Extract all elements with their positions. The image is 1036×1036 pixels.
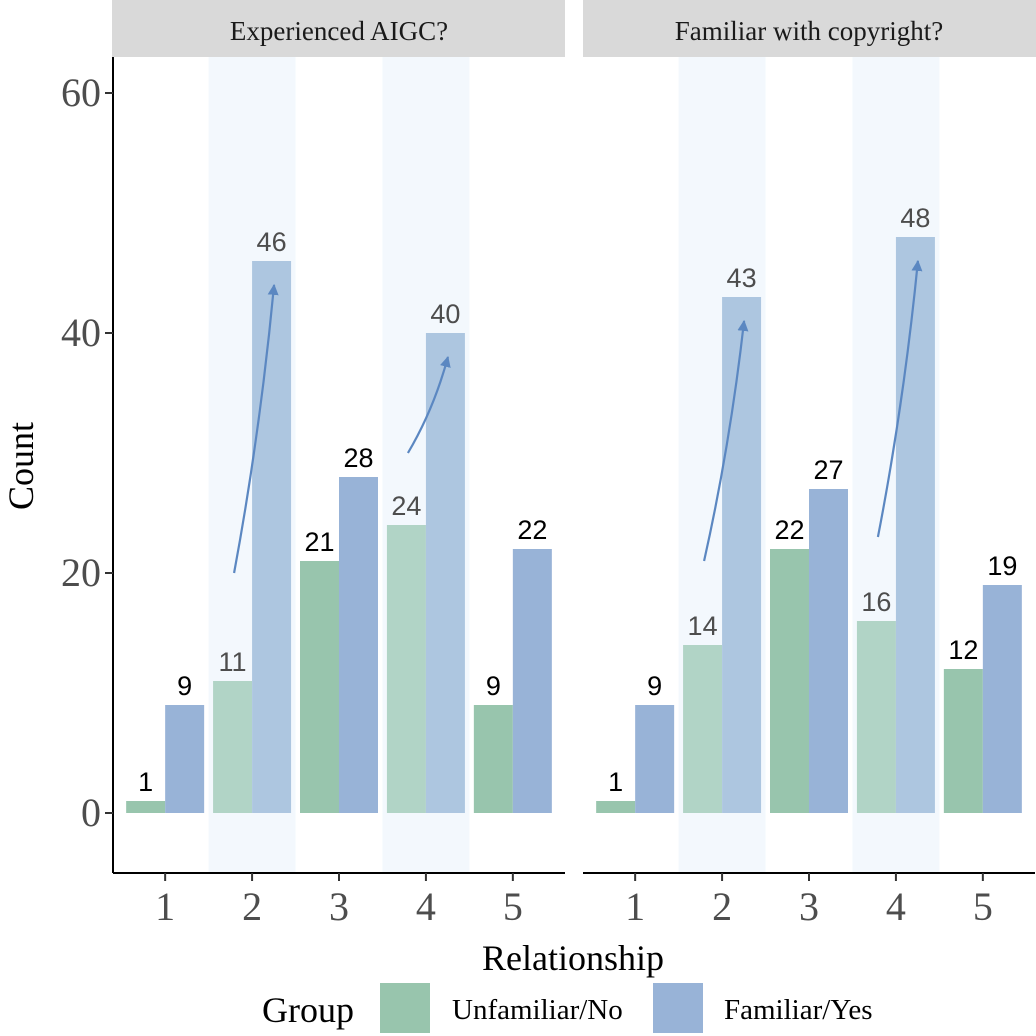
value-label-unfamiliar: 9 (486, 671, 501, 701)
value-label-familiar: 28 (343, 443, 373, 473)
x-axis-title: Relationship (482, 938, 664, 978)
facet-title: Experienced AIGC? (230, 16, 448, 46)
bar-familiar (165, 705, 205, 813)
facet-title: Familiar with copyright? (675, 16, 943, 46)
legend: Group Unfamiliar/No Familiar/Yes (262, 983, 873, 1033)
legend-label-familiar: Familiar/Yes (724, 994, 873, 1026)
x-tick-label: 4 (886, 884, 906, 929)
x-tick-label: 3 (799, 884, 819, 929)
bar-familiar (252, 261, 292, 813)
legend-label-unfamiliar: Unfamiliar/No (452, 994, 623, 1026)
bar-familiar (512, 549, 552, 813)
y-tick-label: 0 (81, 790, 101, 835)
legend-swatch-familiar (653, 983, 703, 1033)
y-axis-title: Count (1, 422, 41, 510)
value-label-familiar: 9 (647, 671, 662, 701)
value-label-familiar: 46 (257, 227, 287, 257)
bar-unfamiliar (856, 621, 896, 813)
trend-arrow (703, 319, 749, 562)
bar-unfamiliar (300, 561, 339, 813)
bar-unfamiliar (683, 645, 723, 813)
value-label-unfamiliar: 11 (219, 647, 247, 677)
bar-unfamiliar (386, 525, 426, 813)
plot-layer: Experienced AIGC?19114621282440922020406… (61, 0, 1036, 929)
x-tick-label: 2 (712, 884, 732, 929)
bar-familiar (809, 489, 848, 813)
bar-familiar (895, 237, 935, 813)
x-tick-label: 5 (503, 884, 523, 929)
value-label-familiar: 27 (813, 455, 843, 485)
facet-strip (112, 0, 565, 57)
x-tick-label: 1 (155, 884, 175, 929)
value-label-familiar: 9 (177, 671, 192, 701)
value-label-unfamiliar: 14 (688, 611, 718, 641)
bar-familiar (425, 333, 465, 813)
bar-familiar (722, 297, 762, 813)
legend-swatch-unfamiliar (380, 983, 430, 1033)
y-tick-label: 40 (61, 310, 101, 355)
value-label-unfamiliar: 1 (608, 767, 623, 797)
y-tick-label: 60 (61, 70, 101, 115)
bar-familiar (635, 705, 675, 813)
y-tick-label: 20 (61, 550, 101, 595)
x-tick-label: 2 (242, 884, 262, 929)
value-label-unfamiliar: 16 (861, 587, 891, 617)
bar-familiar (339, 477, 378, 813)
value-label-unfamiliar: 12 (948, 635, 978, 665)
bar-unfamiliar (473, 705, 513, 813)
legend-title: Group (262, 990, 354, 1030)
bar-unfamiliar (943, 669, 983, 813)
value-label-unfamiliar: 21 (304, 527, 334, 557)
x-tick-label: 3 (329, 884, 349, 929)
x-tick-label: 4 (416, 884, 436, 929)
x-tick-label: 5 (973, 884, 993, 929)
value-label-familiar: 40 (430, 299, 460, 329)
x-tick-label: 1 (625, 884, 645, 929)
bar-unfamiliar (596, 801, 636, 813)
value-label-unfamiliar: 24 (391, 491, 421, 521)
value-label-familiar: 43 (727, 263, 757, 293)
bar-unfamiliar (213, 681, 253, 813)
trend-arrow (232, 283, 279, 574)
value-label-familiar: 19 (987, 551, 1017, 581)
value-label-unfamiliar: 1 (138, 767, 153, 797)
trend-arrow (406, 355, 451, 454)
trend-arrow (876, 259, 923, 538)
bar-unfamiliar (126, 801, 166, 813)
facet-strip (583, 0, 1036, 57)
value-label-familiar: 22 (517, 515, 547, 545)
value-label-unfamiliar: 22 (774, 515, 804, 545)
bar-unfamiliar (770, 549, 809, 813)
bar-familiar (982, 585, 1022, 813)
value-label-familiar: 48 (900, 203, 930, 233)
